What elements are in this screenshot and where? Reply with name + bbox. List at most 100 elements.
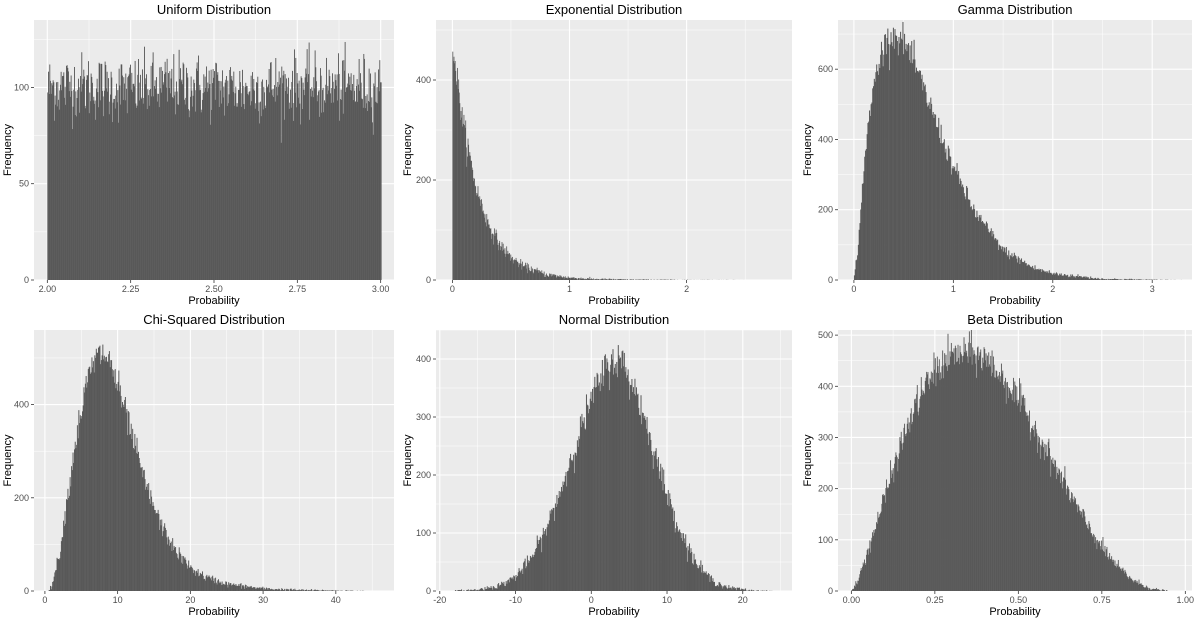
histogram-bar <box>326 94 328 281</box>
histogram-bar <box>564 278 566 280</box>
histogram-bar <box>213 77 215 280</box>
histogram-bar <box>1066 275 1068 280</box>
histogram-bar <box>182 563 184 591</box>
histogram-bar <box>886 479 888 591</box>
histogram-bar <box>198 90 200 280</box>
histogram-bar <box>1087 528 1089 591</box>
histogram-bar <box>261 587 263 591</box>
histogram-bar <box>906 51 908 280</box>
histogram-bar <box>212 580 214 591</box>
x-tick-label: -10 <box>509 595 522 605</box>
histogram-bar <box>704 572 706 591</box>
histogram-bar <box>380 82 382 280</box>
histogram-bar <box>902 21 904 280</box>
histogram-bar <box>866 550 868 591</box>
histogram-bar <box>920 396 922 591</box>
histogram-bar <box>144 84 146 280</box>
histogram-bar <box>328 590 330 591</box>
histogram-bar <box>184 104 186 281</box>
histogram-bar <box>954 166 956 280</box>
histogram-bar <box>533 554 535 591</box>
histogram-bar <box>1017 399 1019 591</box>
histogram-bar <box>69 477 71 591</box>
histogram-bar <box>207 82 209 280</box>
histogram-bar <box>742 589 744 591</box>
histogram-bar <box>1115 565 1117 591</box>
y-tick-label: 0 <box>426 586 431 596</box>
histogram-bar <box>350 590 352 591</box>
histogram-bar <box>507 579 509 591</box>
histogram-bar <box>356 85 357 280</box>
histogram-bar <box>352 84 353 280</box>
histogram-bar <box>487 219 489 280</box>
histogram-bar <box>896 35 898 281</box>
histogram-bar <box>623 352 625 591</box>
histogram-bar <box>550 513 552 591</box>
histogram-bar <box>560 491 562 591</box>
histogram-bar <box>1030 266 1032 280</box>
histogram-bar <box>106 356 107 591</box>
histogram-bar <box>1096 549 1098 591</box>
histogram-bar <box>952 166 954 280</box>
histogram-bar <box>855 260 857 280</box>
histogram-bar <box>178 49 180 280</box>
histogram-bar <box>128 74 130 280</box>
histogram-bar <box>601 359 603 591</box>
histogram-bar <box>170 78 172 280</box>
histogram-bar <box>510 577 512 591</box>
histogram-bar <box>482 590 484 591</box>
histogram-bar <box>926 371 928 591</box>
histogram-bar <box>79 415 81 591</box>
histogram-bar <box>100 63 102 280</box>
histogram-bar <box>311 589 313 591</box>
histogram-bar <box>300 76 302 280</box>
histogram-bar <box>1112 561 1114 591</box>
histogram-bar <box>93 96 95 280</box>
histogram-bar <box>962 362 964 591</box>
histogram-bar <box>1007 386 1009 591</box>
histogram-bar <box>48 71 49 281</box>
histogram-bar <box>553 507 555 591</box>
histogram-bar <box>546 275 548 280</box>
histogram-bar <box>209 84 211 281</box>
histogram-bar <box>498 250 499 280</box>
histogram-bar <box>1039 437 1040 591</box>
histogram-bar <box>260 116 262 280</box>
histogram-bar <box>1063 477 1065 591</box>
histogram-bar <box>564 481 566 591</box>
histogram-bar <box>942 143 944 280</box>
histogram-bar <box>641 424 643 591</box>
histogram-bar <box>669 493 671 591</box>
histogram-bar <box>671 508 673 591</box>
histogram-bar <box>673 510 675 591</box>
histogram-bar <box>989 231 991 280</box>
histogram-bar <box>263 589 265 591</box>
histogram-bar <box>220 582 222 591</box>
histogram-bar <box>128 76 129 280</box>
histogram-bar <box>342 60 343 280</box>
histogram-bar <box>251 587 253 591</box>
histogram-bar <box>937 366 939 591</box>
histogram-bar <box>594 279 595 280</box>
histogram-bar <box>607 362 609 591</box>
histogram-bar <box>484 587 486 591</box>
histogram-bar <box>110 94 111 280</box>
histogram-bar <box>63 520 65 591</box>
histogram-bar <box>1071 493 1073 591</box>
histogram-bar <box>259 123 261 280</box>
histogram-bar <box>135 453 137 591</box>
histogram-bar <box>738 587 740 591</box>
histogram-bar <box>645 279 647 280</box>
histogram-bar <box>982 362 984 591</box>
histogram-bar <box>981 370 983 591</box>
histogram-bar <box>324 100 325 280</box>
histogram-bar <box>986 355 988 591</box>
chart-title: Beta Distribution <box>967 312 1062 327</box>
histogram-bar <box>876 64 878 280</box>
histogram-bar <box>941 366 943 591</box>
histogram-bar <box>273 96 275 280</box>
histogram-bar <box>871 102 873 280</box>
histogram-bar <box>859 223 861 280</box>
histogram-bar <box>518 568 520 591</box>
